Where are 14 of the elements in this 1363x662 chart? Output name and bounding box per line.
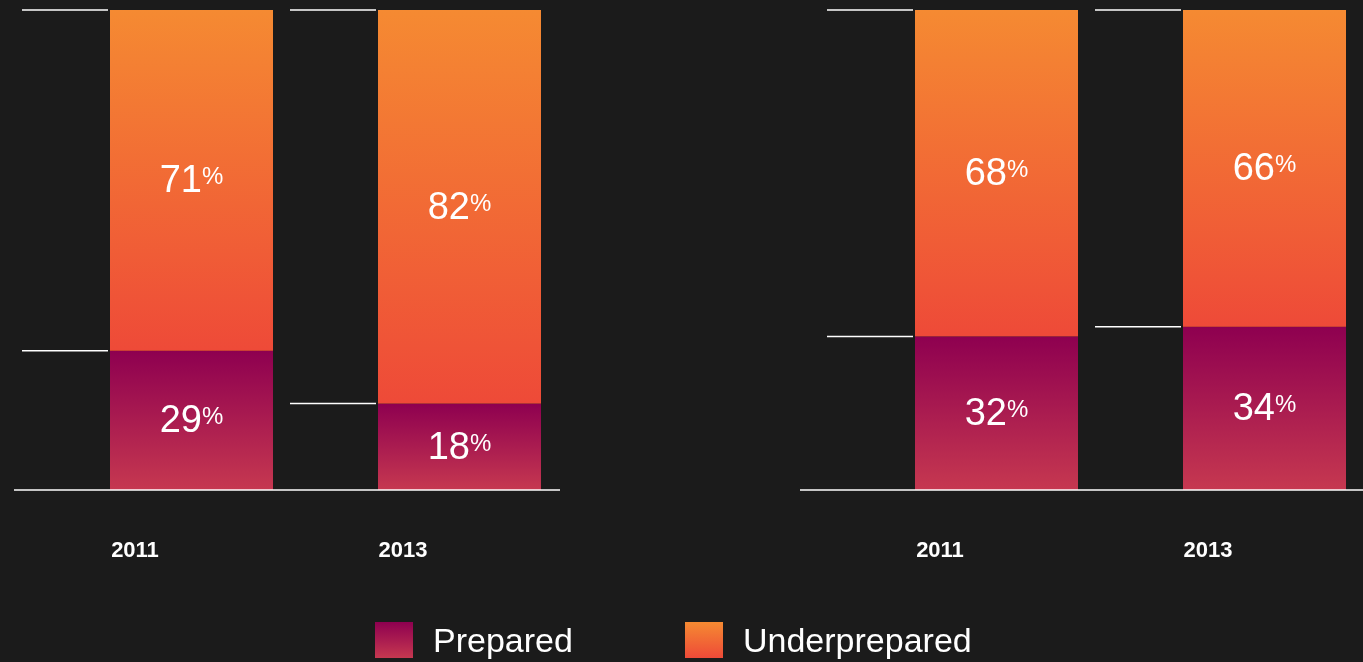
legend-label: Underprepared	[743, 621, 972, 659]
x-tick-label: 2013	[378, 537, 428, 562]
x-tick-label: 2013	[1183, 537, 1233, 562]
data-label: 29$^{%}$	[159, 398, 224, 441]
x-tick-label: 2011	[111, 537, 159, 562]
data-label: 68$^{%}$	[964, 151, 1029, 194]
data-label: 82$^{%}$	[427, 184, 492, 227]
legend-label: Prepared	[433, 621, 573, 659]
data-label: 18$^{%}$	[427, 424, 492, 467]
x-tick-label: 2011	[916, 537, 964, 562]
data-label: 34$^{%}$	[1232, 386, 1297, 429]
data-label: 66$^{%}$	[1232, 146, 1297, 189]
data-label: 32$^{%}$	[964, 391, 1029, 434]
data-label: 71$^{%}$	[159, 158, 224, 201]
